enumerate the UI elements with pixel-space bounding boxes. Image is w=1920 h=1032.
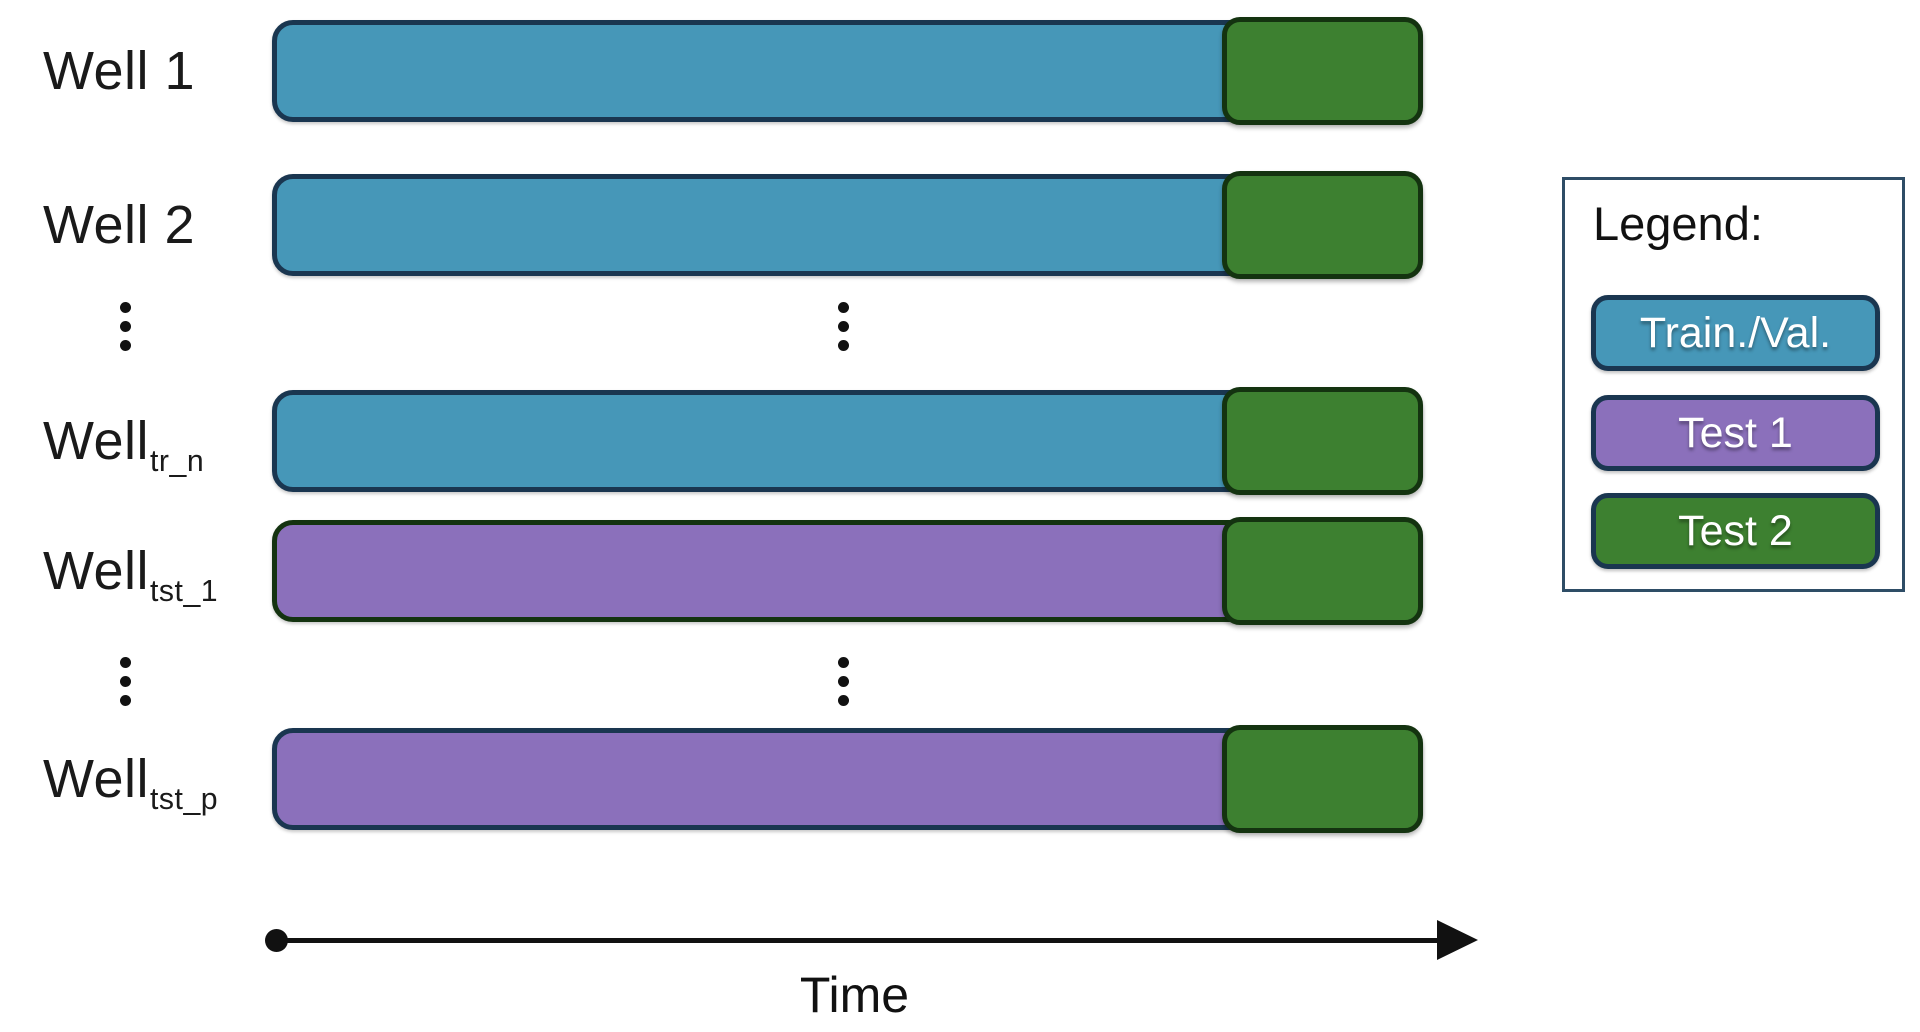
well-2-label: Well 2 <box>43 194 196 256</box>
well-tst-1-label-text: Well <box>43 541 150 601</box>
well-1-label: Well 1 <box>43 40 196 102</box>
vertical-ellipsis-icon <box>838 657 849 706</box>
legend-item-train-val-label: Train./Val. <box>1639 308 1832 357</box>
well-row-2: Well 2 <box>0 171 1920 279</box>
well-1-test2-segment <box>1222 17 1423 125</box>
legend-item-test-1: Test 1 <box>1591 395 1880 471</box>
well-2-test2-segment <box>1222 171 1423 279</box>
axis-arrowhead-icon <box>1437 920 1478 960</box>
legend-item-test-2: Test 2 <box>1591 493 1880 569</box>
legend-box: Legend: Train./Val. Test 1 Test 2 <box>1562 177 1905 592</box>
legend-item-train-val: Train./Val. <box>1591 295 1880 371</box>
well-row-tr-n: Welltr_n <box>0 387 1920 495</box>
well-2-label-text: Well 2 <box>43 195 196 255</box>
well-tst-1-label-subscript: tst_1 <box>150 574 219 608</box>
well-tst-p-label-subscript: tst_p <box>150 782 219 816</box>
well-1-label-text: Well 1 <box>43 41 196 101</box>
well-row-tst-1: Welltst_1 <box>0 517 1920 625</box>
well-tr-n-label-text: Well <box>43 411 150 471</box>
well-tst-p-label-text: Well <box>43 749 150 809</box>
well-tst-p-label: Welltst_p <box>43 748 218 814</box>
well-row-tst-p: Welltst_p <box>0 725 1920 833</box>
well-tr-n-label: Welltr_n <box>43 410 204 476</box>
well-tst-1-test2-segment <box>1222 517 1423 625</box>
axis-line <box>276 938 1437 943</box>
time-axis-label: Time <box>799 967 910 1023</box>
legend-item-test-2-label: Test 2 <box>1678 506 1793 555</box>
legend-title: Legend: <box>1593 197 1763 250</box>
vertical-ellipsis-icon <box>120 302 131 351</box>
well-tst-p-test2-segment <box>1222 725 1423 833</box>
vertical-ellipsis-icon <box>120 657 131 706</box>
well-tr-n-label-subscript: tr_n <box>150 444 205 478</box>
legend-item-test-1-label: Test 1 <box>1678 408 1793 457</box>
well-row-1: Well 1 <box>0 17 1920 125</box>
vertical-ellipsis-icon <box>838 302 849 351</box>
well-tr-n-test2-segment <box>1222 387 1423 495</box>
well-tst-1-label: Welltst_1 <box>43 540 218 606</box>
